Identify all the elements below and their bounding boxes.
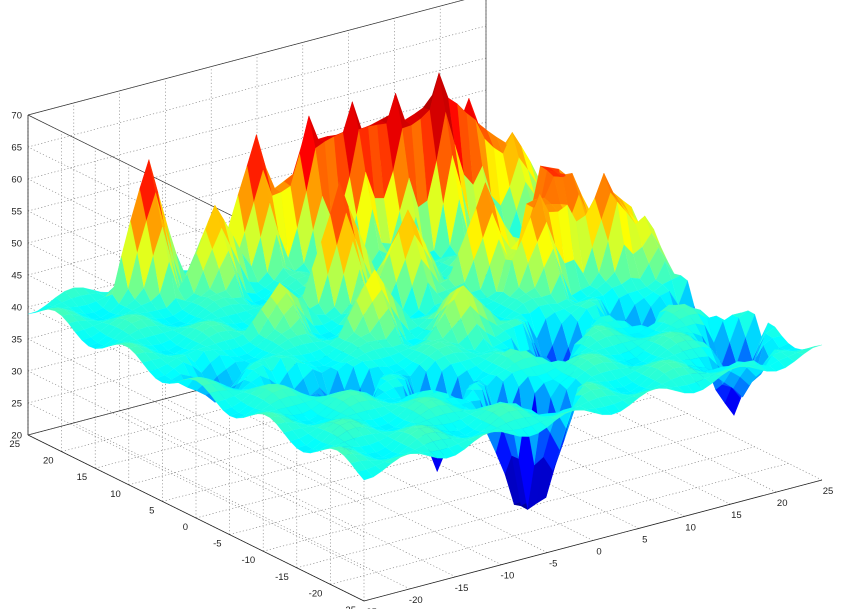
x-tick-label: -20 bbox=[409, 595, 423, 606]
wall-grid-line bbox=[27, 402, 365, 570]
floor-grid-line bbox=[165, 398, 502, 565]
floor-grid-line bbox=[119, 410, 456, 578]
z-tick-label: 35 bbox=[11, 335, 22, 346]
wall-grid-line bbox=[27, 370, 365, 538]
x-tick-label: 20 bbox=[777, 498, 788, 509]
y-tick-label: -10 bbox=[241, 555, 255, 566]
back-top-edge-line bbox=[27, 0, 465, 116]
floor-grid-line bbox=[296, 446, 755, 569]
y-tick-label: 5 bbox=[149, 505, 154, 516]
y-tick-label: -20 bbox=[309, 588, 323, 599]
tick-labels: 2025303540455055606570-25-20-15-10-50510… bbox=[9, 111, 833, 609]
x-tick-label: -25 bbox=[363, 607, 377, 609]
y-tick-label: 20 bbox=[43, 456, 54, 467]
y-tick-label: -5 bbox=[213, 539, 221, 550]
z-tick-label: 30 bbox=[11, 367, 22, 378]
floor-grid-line bbox=[302, 362, 639, 529]
x-tick-label: 0 bbox=[596, 547, 601, 558]
z-tick-label: 65 bbox=[11, 143, 22, 154]
wall-grid-line bbox=[27, 25, 487, 148]
z-tick-label: 25 bbox=[11, 399, 22, 410]
wall-grid-line bbox=[27, 338, 365, 506]
x-tick-label: 25 bbox=[823, 486, 834, 497]
y-axis-line bbox=[27, 434, 365, 602]
x-tick-label: 15 bbox=[731, 510, 742, 521]
z-tick-label: 50 bbox=[11, 239, 22, 250]
floor-grid-line bbox=[256, 374, 594, 541]
y-tick-label: 0 bbox=[183, 522, 188, 533]
y-tick-label: 15 bbox=[77, 472, 88, 483]
x-tick-label: -5 bbox=[549, 559, 557, 570]
wall-grid-line bbox=[27, 89, 487, 212]
wall-grid-line bbox=[27, 57, 487, 180]
y-tick-label: -25 bbox=[342, 605, 356, 609]
x-axis-line bbox=[363, 479, 823, 602]
surface-facet bbox=[806, 344, 823, 350]
z-tick-label: 20 bbox=[11, 431, 22, 442]
floor-grid-line bbox=[330, 463, 789, 585]
floor-grid-line bbox=[263, 429, 722, 552]
x-tick-label: -15 bbox=[455, 583, 469, 594]
floor-grid-line bbox=[73, 422, 410, 590]
floor-grid-line bbox=[229, 413, 688, 535]
x-tick-label: -10 bbox=[501, 571, 515, 582]
y-tick-label: 25 bbox=[9, 439, 20, 450]
y-tick-label: -15 bbox=[275, 572, 289, 583]
z-tick-label: 60 bbox=[11, 175, 22, 186]
x-tick-label: 10 bbox=[685, 522, 696, 533]
floor-grid-line bbox=[195, 396, 655, 519]
wall-grid-line bbox=[27, 146, 365, 314]
surface-mesh bbox=[27, 72, 823, 510]
z-tick-label: 45 bbox=[11, 271, 22, 282]
z-tick-label: 70 bbox=[11, 111, 22, 122]
z-tick-label: 40 bbox=[11, 303, 22, 314]
y-tick-label: 10 bbox=[110, 489, 121, 500]
z-tick-label: 55 bbox=[11, 207, 22, 218]
x-tick-label: 5 bbox=[642, 534, 647, 545]
